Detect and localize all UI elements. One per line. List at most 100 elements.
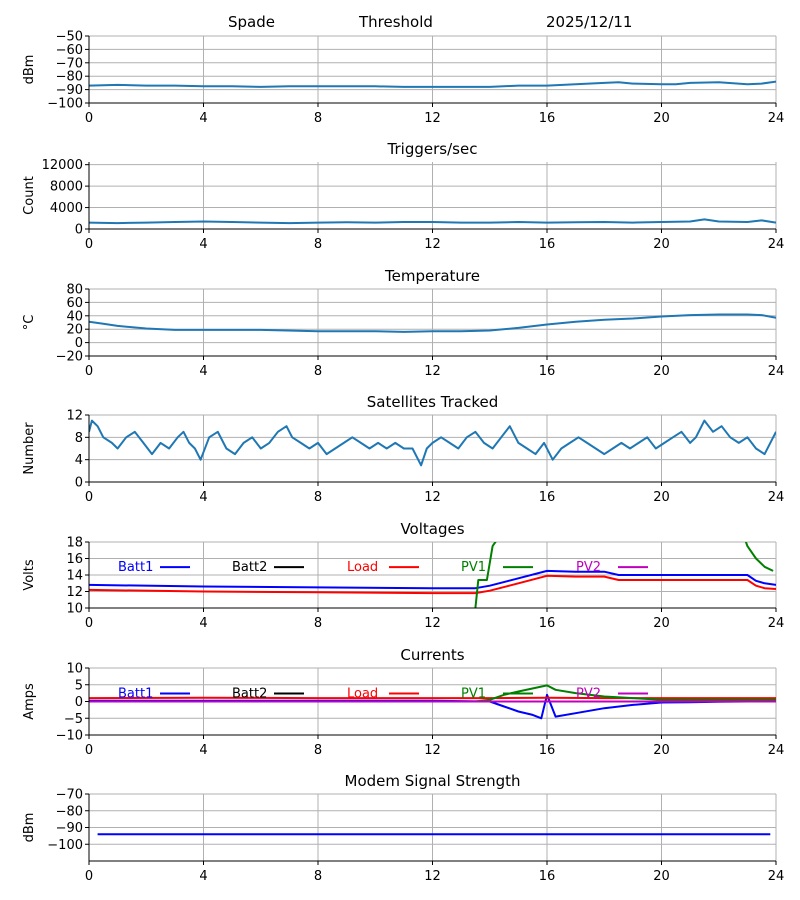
currents-ytick-label: −10 [56, 729, 83, 744]
currents-legend-label-load: Load [347, 686, 378, 701]
temperature-ylabel: °C [22, 315, 37, 331]
signal-xtick-label: 8 [314, 111, 322, 126]
satellites-xtick-label: 8 [314, 490, 322, 505]
voltages-legend-label-pv2: PV2 [576, 560, 601, 575]
signal-xtick-label: 24 [768, 111, 785, 126]
temperature-xtick-label: 20 [653, 364, 670, 379]
temperature-ytick-label: 60 [66, 296, 83, 311]
triggers-xtick-label: 4 [199, 237, 207, 252]
modem-xtick-label: 8 [314, 869, 322, 884]
currents-ytick-label: 10 [66, 662, 83, 677]
currents-legend-label-pv1: PV1 [461, 686, 486, 701]
triggers-xtick-label: 20 [653, 237, 670, 252]
triggers-ytick-label: 12000 [42, 158, 83, 173]
currents-panel: Batt1 Batt2 Load PV1 PV2 0 4 8 12 16 20 24 −10 −5 0 510… [22, 646, 784, 758]
signal-panel: 0 4 8 12 16 20 24 −100−90−80−70−60−50 dBm [22, 30, 784, 127]
currents-ylabel: Amps [22, 683, 37, 720]
voltages-series-pv1 [474, 542, 774, 608]
signal-ytick-label: −80 [56, 70, 83, 85]
header-svg: Spade Threshold 2025/12/11 [228, 13, 632, 31]
satellites-ytick-label: 12 [66, 409, 83, 424]
satellites-xtick-label: 4 [199, 490, 207, 505]
modem-ytick-label: −80 [56, 804, 83, 819]
modem-ylabel: dBm [22, 813, 37, 843]
modem-xtick-label: 16 [539, 869, 556, 884]
temperature-xtick-label: 16 [539, 364, 556, 379]
temperature-ytick-label: −20 [56, 350, 83, 365]
satellites-ytick-label: 4 [75, 453, 83, 468]
voltages-ytick-label: 12 [66, 585, 83, 600]
modem-title: Modem Signal Strength [345, 772, 521, 790]
currents-xtick-label: 16 [539, 743, 556, 758]
modem-xtick-label: 12 [424, 869, 441, 884]
currents-xtick-label: 12 [424, 743, 441, 758]
mode-label: Threshold [358, 13, 433, 31]
signal-ytick-label: −50 [56, 30, 83, 45]
temperature-series-line [89, 313, 776, 333]
modem-ytick-label: −90 [56, 821, 83, 836]
currents-ytick-label: 0 [75, 695, 83, 710]
signal-ytick-label: −60 [56, 43, 83, 58]
voltages-series-batt1 [89, 569, 776, 590]
modem-xtick-label: 4 [199, 869, 207, 884]
triggers-xtick-label: 0 [85, 237, 93, 252]
voltages-ytick-label: 18 [66, 536, 83, 551]
currents-xtick-label: 4 [199, 743, 207, 758]
temperature-xtick-label: 8 [314, 364, 322, 379]
satellites-xtick-label: 24 [768, 490, 785, 505]
modem-ytick-label: −70 [56, 788, 83, 803]
voltages-title: Voltages [400, 520, 464, 538]
modem-ytick-label: −100 [47, 838, 83, 853]
signal-xtick-label: 16 [539, 111, 556, 126]
satellites-panel: 0 4 8 12 16 20 24 0 4 8 12 Satellites Tracked Number [22, 393, 784, 505]
signal-series-line [89, 80, 776, 88]
modem-xtick-label: 0 [85, 869, 93, 884]
modem-xtick-label: 24 [768, 869, 785, 884]
voltages-xtick-label: 16 [539, 616, 556, 631]
temperature-xtick-label: 24 [768, 364, 785, 379]
currents-ytick-label: 5 [75, 678, 83, 693]
satellites-ytick-label: 0 [75, 476, 83, 491]
voltages-legend-label-batt1: Batt1 [118, 560, 153, 575]
satellites-xtick-label: 12 [424, 490, 441, 505]
currents-ytick-label: −5 [64, 712, 83, 727]
currents-xtick-label: 24 [768, 743, 785, 758]
voltages-ytick-label: 10 [66, 602, 83, 617]
currents-legend-label-batt1: Batt1 [118, 686, 153, 701]
voltages-xtick-label: 0 [85, 616, 93, 631]
triggers-panel: 0 4 8 12 16 20 24 0 4000 8000 12000 Triggers/sec Cou… [22, 140, 784, 252]
station-name: Spade [228, 13, 275, 31]
signal-xtick-label: 0 [85, 111, 93, 126]
satellites-title: Satellites Tracked [367, 393, 498, 411]
satellites-ylabel: Number [22, 422, 37, 475]
satellites-xtick-label: 0 [85, 490, 93, 505]
triggers-series-line [89, 218, 776, 225]
satellites-xtick-label: 16 [539, 490, 556, 505]
triggers-xtick-label: 12 [424, 237, 441, 252]
triggers-ytick-label: 8000 [50, 180, 83, 195]
satellites-xtick-label: 20 [653, 490, 670, 505]
voltages-ytick-label: 14 [66, 569, 83, 584]
triggers-title: Triggers/sec [387, 140, 478, 158]
satellites-ytick-label: 8 [75, 431, 83, 446]
currents-series-pv1 [89, 684, 776, 703]
voltages-ylabel: Volts [22, 559, 37, 591]
voltages-legend-label-batt2: Batt2 [232, 560, 267, 575]
temperature-ytick-label: 40 [66, 309, 83, 324]
temperature-ytick-label: 80 [66, 283, 83, 298]
signal-xtick-label: 20 [653, 111, 670, 126]
signal-ytick-label: −70 [56, 56, 83, 71]
triggers-xtick-label: 16 [539, 237, 556, 252]
voltages-xtick-label: 4 [199, 616, 207, 631]
triggers-xtick-label: 8 [314, 237, 322, 252]
signal-xtick-label: 12 [424, 111, 441, 126]
voltages-series-load [89, 574, 776, 595]
voltages-xtick-label: 8 [314, 616, 322, 631]
signal-ytick-label: −90 [56, 83, 83, 98]
voltages-xtick-label: 24 [768, 616, 785, 631]
date-label: 2025/12/11 [546, 13, 632, 31]
currents-xtick-label: 8 [314, 743, 322, 758]
